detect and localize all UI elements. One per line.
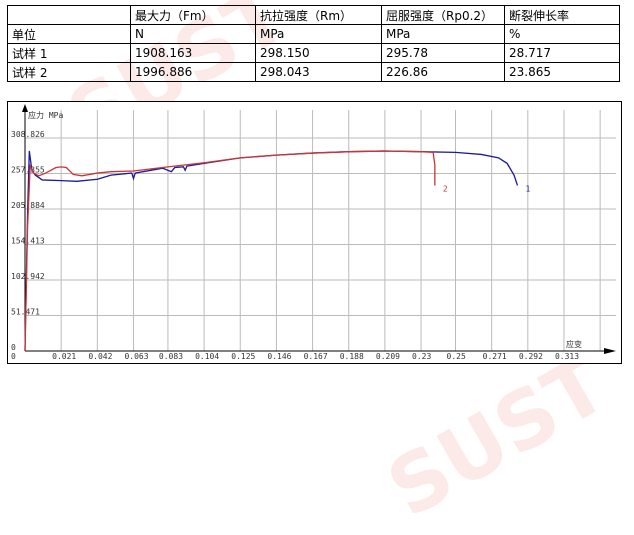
x-tick-label: 0 (11, 352, 16, 361)
x-tick-label: 0.042 (88, 352, 112, 361)
table-header-row: 最大力（Fm） 抗拉强度（Rm） 屈服强度（Rp0.2） 断裂伸长率 (7, 5, 620, 25)
cell: 单位 (7, 24, 131, 44)
x-tick-label: 0.209 (376, 352, 400, 361)
cell: 295.78 (381, 43, 505, 63)
x-axis-label: 应变 (566, 339, 582, 349)
x-tick-label: 0.25 (447, 352, 466, 361)
x-tick-label: 0.167 (304, 352, 328, 361)
cell: 28.717 (504, 43, 620, 63)
x-tick-label: 0.23 (412, 352, 431, 361)
series-line-2 (24, 150, 436, 352)
header-cell: 屈服强度（Rp0.2） (381, 5, 505, 25)
cell: 298.043 (255, 62, 382, 82)
series-label-1: 1 (525, 184, 530, 193)
results-table: 最大力（Fm） 抗拉强度（Rm） 屈服强度（Rp0.2） 断裂伸长率 单位 N MP… (7, 5, 620, 82)
cell: MPa (381, 24, 505, 44)
table-row: 试样 2 1996.886 298.043 226.86 23.865 (7, 62, 620, 82)
x-tick-label: 0.021 (52, 352, 76, 361)
header-cell: 断裂伸长率 (504, 5, 620, 25)
cell: N (130, 24, 256, 44)
x-tick-label: 0.104 (195, 352, 219, 361)
cell: 226.86 (381, 62, 505, 82)
y-tick-label: 257.355 (11, 166, 45, 175)
x-tick-label: 0.146 (267, 352, 291, 361)
cell: 1996.886 (130, 62, 256, 82)
stress-strain-chart: 0 51.471 102.942 154.413 205.884 257.355 308.8… (7, 101, 622, 364)
y-tick-label: 308.826 (11, 130, 45, 139)
cell: 298.150 (255, 43, 382, 63)
x-tick-label: 0.188 (340, 352, 364, 361)
watermark: SUST (372, 337, 623, 535)
header-cell (7, 5, 131, 25)
cell: 试样 1 (7, 43, 131, 63)
header-cell: 抗拉强度（Rm） (255, 5, 382, 25)
y-axis-label: 应力 MPa (28, 110, 63, 120)
cell: % (504, 24, 620, 44)
x-tick-label: 0.271 (483, 352, 507, 361)
series-label-2: 2 (443, 184, 448, 193)
table-row: 单位 N MPa MPa% (7, 24, 620, 44)
chart-svg: 051.471102.942154.413205.884257.355308.8… (11, 104, 616, 361)
x-tick-label: 0.292 (519, 352, 543, 361)
y-tick-label: 154.413 (11, 237, 45, 246)
x-axis-arrow (604, 348, 616, 354)
y-axis-arrow (22, 104, 28, 112)
x-tick-label: 0.083 (159, 352, 183, 361)
y-tick-label: 0 (11, 343, 16, 352)
cell: 1908.163 (130, 43, 256, 63)
table-row: 试样 1 1908.163 298.150 295.78 28.717 (7, 43, 620, 63)
cell: MPa (255, 24, 382, 44)
x-tick-label: 0.063 (124, 352, 148, 361)
cell: 试样 2 (7, 62, 131, 82)
cell: 23.865 (504, 62, 620, 82)
series-line-1 (24, 150, 519, 352)
x-tick-label: 0.125 (231, 352, 255, 361)
header-cell: 最大力（Fm） (130, 5, 256, 25)
x-tick-label: 0.313 (555, 352, 579, 361)
y-tick-label: 102.942 (11, 272, 45, 281)
